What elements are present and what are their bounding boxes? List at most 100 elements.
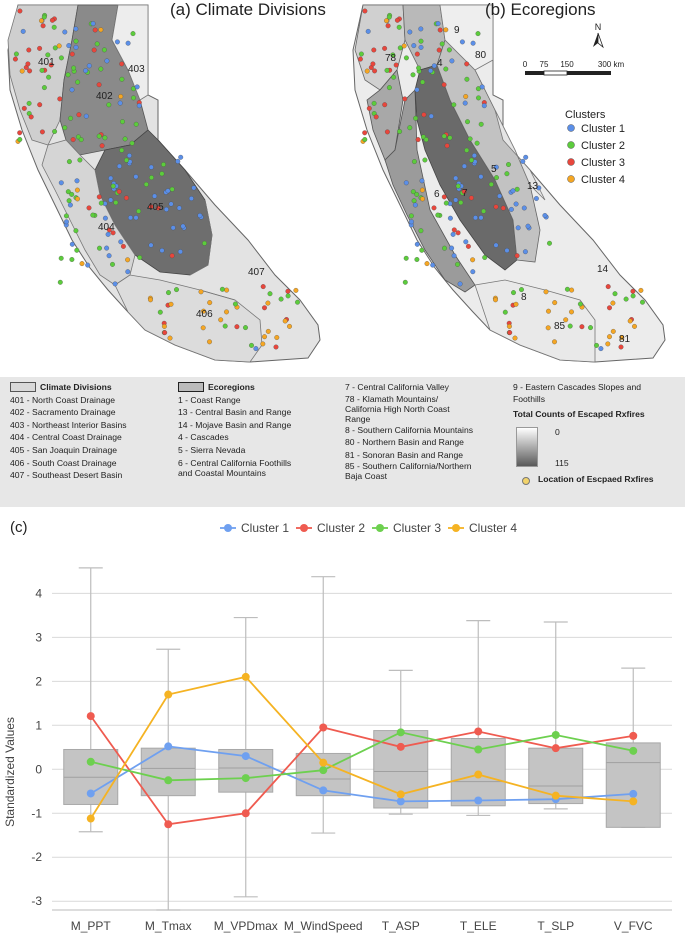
fire-location-dot: [265, 328, 271, 334]
panel-c-label: (c): [10, 519, 28, 536]
legend-marker: [300, 524, 308, 532]
fire-location-dot: [98, 27, 104, 33]
fire-location-dot: [569, 287, 575, 293]
fire-location-dot: [83, 68, 89, 74]
series-line: [90, 731, 634, 782]
fire-location-dot: [414, 191, 420, 197]
fire-location-dot: [638, 287, 644, 293]
fire-location-dot: [99, 143, 105, 149]
label-406: 406: [196, 309, 213, 320]
y-tick-label: -2: [31, 850, 42, 864]
x-tick-label: T_ELE: [460, 919, 497, 933]
fire-location-dot: [108, 197, 114, 203]
fire-location-dot: [358, 51, 364, 57]
fire-location-dot: [420, 79, 426, 85]
fire-location-dot: [45, 52, 51, 58]
fire-location-dot: [401, 43, 407, 49]
fire-location-dot: [357, 56, 363, 62]
eco-item: 1 - Coast Range: [178, 394, 241, 405]
fire-location-dot: [73, 228, 79, 234]
fire-location-dot: [453, 197, 459, 203]
fire-location-dot: [200, 325, 206, 331]
fire-location-dot: [222, 323, 228, 329]
fire-location-dot: [443, 27, 449, 33]
fire-location-dot: [372, 68, 378, 74]
fire-location-dot: [610, 300, 616, 306]
fire-location-dot: [119, 147, 125, 153]
series-point: [551, 730, 560, 739]
eco-item: 9 - Eastern Cascades Slopes and: [513, 382, 642, 392]
fire-location-dot: [443, 200, 449, 206]
fire-location-dot: [482, 255, 488, 260]
fire-location-dot: [85, 262, 91, 268]
series-point: [629, 731, 638, 740]
fire-location-dot: [441, 133, 447, 139]
fire-location-dot: [420, 196, 425, 202]
fire-location-dot: [116, 163, 122, 169]
eco-item: 13 - Central Basin and Range: [178, 407, 292, 418]
fire-location-dot: [90, 21, 96, 27]
fire-location-dot: [79, 261, 85, 267]
fire-location-dot: [497, 193, 503, 199]
ecoregions-svg: 78 9 80 4 5 13 6 7 14 8 85 81 N 0 75 150…: [352, 4, 666, 363]
fire-location-dot: [451, 253, 457, 259]
fire-location-dot: [68, 115, 74, 121]
series-point: [319, 766, 328, 775]
fire-location-dot: [113, 200, 119, 206]
eco-label-5: 5: [491, 164, 497, 175]
fire-location-dot: [569, 309, 574, 315]
series-point: [396, 728, 405, 737]
label-405: 405: [147, 202, 164, 213]
eco-item: 81 - Sonoran Basin and Range: [345, 449, 464, 460]
fire-location-dot: [618, 344, 624, 350]
eco-label-78: 78: [385, 53, 397, 64]
fire-location-dot: [443, 66, 449, 72]
fire-location-dot: [493, 297, 498, 303]
eco-label-8: 8: [521, 292, 527, 303]
fire-location-dot: [133, 121, 139, 127]
fire-location-dot: [478, 121, 484, 127]
series-point: [629, 789, 638, 798]
series-point: [241, 809, 250, 818]
fire-location-dot: [469, 157, 474, 163]
fire-location-dot: [28, 114, 34, 120]
fire-location-dot: [224, 287, 230, 293]
series-point: [86, 757, 95, 766]
fire-location-dot: [62, 125, 68, 131]
box-iqr: [140, 747, 196, 797]
fire-location-dot: [543, 289, 549, 295]
location-marker: [522, 477, 530, 485]
fire-location-dot: [397, 129, 403, 134]
cluster-legend-label: Cluster 2: [581, 140, 625, 152]
fire-location-dot: [117, 100, 123, 106]
fire-location-dot: [67, 202, 73, 208]
fire-location-dot: [390, 52, 396, 58]
fire-location-dot: [605, 341, 611, 347]
fire-location-dot: [542, 213, 548, 218]
fire-location-dot: [52, 45, 58, 51]
fire-location-dot: [69, 191, 75, 197]
fire-location-dot: [41, 85, 47, 91]
fire-location-dot: [202, 240, 207, 246]
fire-location-dot: [62, 29, 68, 35]
fire-location-dot: [110, 261, 115, 267]
fire-location-dot: [365, 28, 371, 34]
fire-location-dot: [588, 325, 593, 331]
eco-item: 8 - Southern California Mountains: [345, 424, 474, 435]
series-point: [551, 744, 560, 753]
division-403: [111, 4, 149, 101]
fire-location-dot: [102, 215, 108, 221]
fire-location-dot: [536, 185, 542, 191]
fire-location-dot: [610, 328, 616, 334]
fire-location-dot: [152, 193, 158, 199]
fire-locations-b: [357, 8, 645, 352]
fire-location-dot: [105, 231, 111, 237]
fire-location-dot: [58, 180, 64, 186]
fire-location-dot: [25, 61, 31, 67]
fire-location-dot: [424, 261, 430, 267]
fire-location-dot: [416, 65, 422, 71]
fire-location-dot: [74, 187, 80, 193]
series-point: [86, 712, 95, 721]
fire-location-dot: [493, 242, 499, 248]
ecoregion-13: [494, 109, 546, 201]
